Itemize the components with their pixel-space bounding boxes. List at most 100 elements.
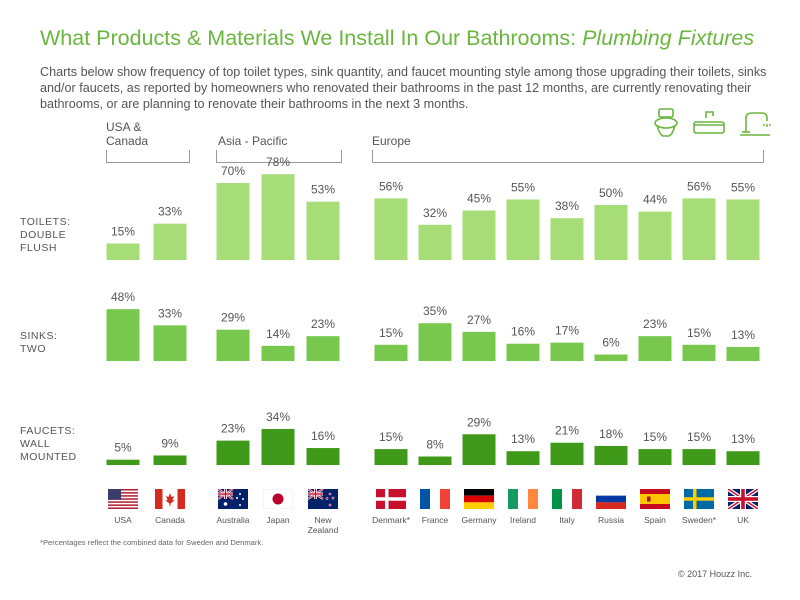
value-label-faucets: 13% — [731, 432, 755, 446]
bar-toilets-denmark — [374, 198, 408, 260]
value-label-toilets: 55% — [731, 181, 755, 195]
france-flag-icon — [420, 489, 450, 509]
ireland-flag-icon — [508, 489, 538, 509]
value-label-toilets: 56% — [687, 179, 711, 193]
bar-sinks-spain — [638, 336, 672, 361]
bar-toilets-canada — [153, 223, 187, 260]
value-label-sinks: 48% — [111, 290, 135, 304]
value-label-sinks: 16% — [511, 325, 535, 339]
bar-sinks-canada — [153, 325, 187, 361]
country-label: Australia — [216, 515, 250, 525]
country-label: France — [421, 515, 449, 525]
value-label-faucets: 15% — [379, 430, 403, 444]
bar-toilets-spain — [638, 211, 672, 260]
country-label: Germany — [461, 515, 497, 525]
toilet-icon — [654, 108, 678, 137]
value-label-toilets: 33% — [158, 205, 182, 219]
country-label: Ireland — [510, 515, 536, 525]
sweden-flag-icon — [684, 489, 714, 509]
value-label-faucets: 13% — [511, 432, 535, 446]
bar-faucets-canada — [153, 455, 187, 465]
copyright: © 2017 Houzz Inc. — [678, 569, 753, 579]
uk-flag-icon — [728, 489, 758, 509]
country-label: Canada — [155, 515, 185, 525]
value-label-faucets: 18% — [599, 427, 623, 441]
value-label-sinks: 23% — [643, 317, 667, 331]
region-usa-canada: USA & Canada — [106, 120, 149, 148]
value-label-faucets: 34% — [266, 410, 290, 424]
value-label-faucets: 23% — [221, 422, 245, 436]
bar-toilets-new-zealand — [306, 201, 340, 260]
spain-flag-icon — [640, 489, 670, 509]
bar-sinks-sweden — [682, 344, 716, 361]
value-label-toilets: 50% — [599, 186, 623, 200]
title-main: What Products & Materials We Install In … — [40, 26, 583, 50]
bar-sinks-italy — [550, 342, 584, 361]
bar-faucets-japan — [261, 428, 295, 465]
bar-faucets-usa — [106, 459, 140, 465]
value-label-faucets: 15% — [643, 430, 667, 444]
bar-sinks-germany — [462, 331, 496, 361]
value-label-sinks: 14% — [266, 327, 290, 341]
title-sub: Plumbing Fixtures — [582, 26, 755, 50]
value-label-toilets: 32% — [423, 206, 447, 220]
page-title: What Products & Materials We Install In … — [40, 26, 754, 51]
bar-toilets-ireland — [506, 199, 540, 260]
bar-toilets-sweden — [682, 198, 716, 260]
value-label-toilets: 78% — [266, 155, 290, 169]
russia-flag-icon — [596, 489, 626, 509]
value-label-faucets: 5% — [114, 441, 132, 455]
country-label: UK — [737, 515, 749, 525]
bar-toilets-france — [418, 224, 452, 260]
canada-flag-icon — [155, 489, 185, 509]
japan-flag-icon — [263, 489, 293, 509]
new-zealand-flag-icon — [308, 489, 338, 509]
country-label: Sweden* — [681, 515, 717, 525]
bar-faucets-new-zealand — [306, 448, 340, 465]
bar-faucets-uk — [726, 451, 760, 465]
value-label-faucets: 16% — [311, 429, 335, 443]
bar-toilets-russia — [594, 205, 628, 260]
footnote: *Percentages reflect the combined data f… — [40, 538, 264, 547]
bar-sinks-japan — [261, 345, 295, 361]
value-label-toilets: 53% — [311, 183, 335, 197]
bar-toilets-usa — [106, 243, 140, 260]
country-label: Spain — [644, 515, 666, 525]
value-label-toilets: 44% — [643, 193, 667, 207]
bar-faucets-australia — [216, 440, 250, 465]
value-label-toilets: 38% — [555, 199, 579, 213]
bar-sinks-uk — [726, 346, 760, 361]
value-label-sinks: 15% — [379, 326, 403, 340]
bar-sinks-new-zealand — [306, 336, 340, 361]
region-asia-pacific: Asia - Pacific — [218, 134, 288, 148]
description: Charts below show frequency of top toile… — [40, 65, 767, 111]
value-label-sinks: 33% — [158, 306, 182, 320]
bar-sinks-france — [418, 323, 452, 361]
value-label-toilets: 56% — [379, 179, 403, 193]
country-label: New Zealand — [307, 515, 339, 535]
value-label-faucets: 21% — [555, 424, 579, 438]
country-label: USA — [114, 515, 132, 525]
bar-faucets-denmark — [374, 449, 408, 465]
value-label-toilets: 70% — [221, 164, 245, 178]
value-label-sinks: 27% — [467, 313, 491, 327]
value-label-toilets: 45% — [467, 192, 491, 206]
bar-toilets-italy — [550, 218, 584, 260]
faucet-icon — [740, 112, 771, 136]
bar-sinks-ireland — [506, 343, 540, 361]
region-bracket-asia-pacific — [216, 150, 342, 163]
value-label-toilets: 15% — [111, 225, 135, 239]
value-label-sinks: 17% — [555, 324, 579, 338]
bar-toilets-germany — [462, 210, 496, 260]
value-label-faucets: 15% — [687, 430, 711, 444]
value-label-sinks: 23% — [311, 317, 335, 331]
value-label-faucets: 9% — [161, 436, 179, 450]
bar-sinks-australia — [216, 329, 250, 361]
value-label-sinks: 6% — [602, 336, 620, 350]
bar-toilets-australia — [216, 183, 250, 260]
value-label-sinks: 15% — [687, 326, 711, 340]
bar-faucets-france — [418, 456, 452, 465]
bar-toilets-uk — [726, 199, 760, 260]
country-label: Russia — [598, 515, 624, 525]
